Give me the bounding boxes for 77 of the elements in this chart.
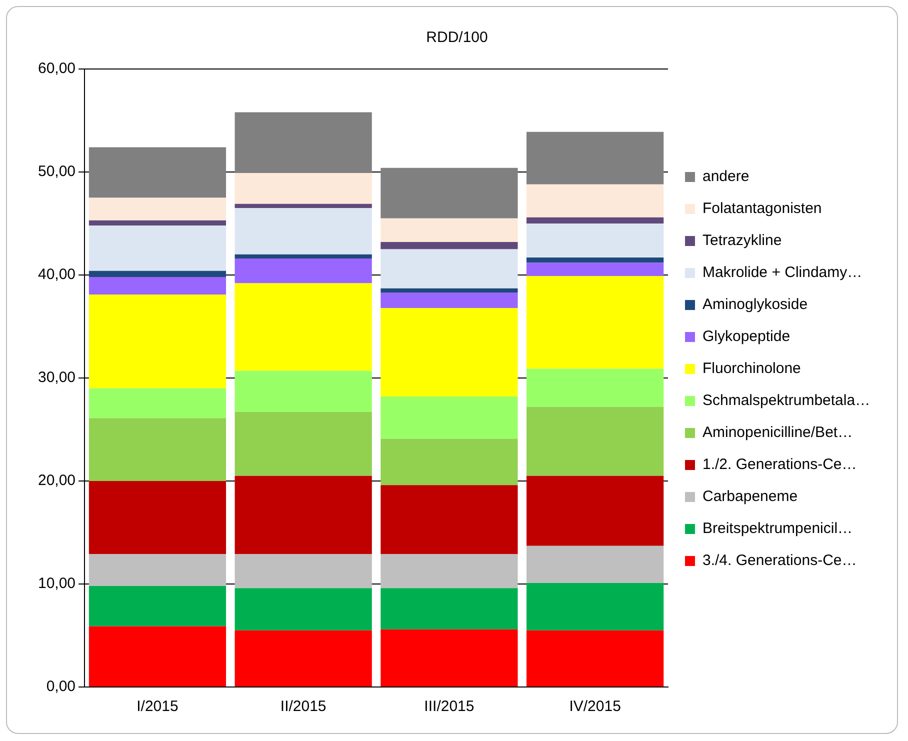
bar [234,283,372,371]
bar [88,388,226,418]
y-tick-label: 30,00 [38,369,76,386]
bar [88,198,226,220]
bar [526,406,664,476]
bar [88,220,226,226]
bar [380,242,518,250]
legend-label: Aminoglykoside [702,296,808,314]
bar [88,481,226,554]
bar [526,630,664,686]
bar [380,554,518,588]
legend-label: Breitspektrumpenicil… [702,520,853,538]
bar [234,173,372,204]
bar [380,485,518,554]
bar [526,368,664,407]
y-tick-label: 10,00 [38,575,76,592]
legend-label: 3./4. Generations-Ce… [702,552,857,570]
bar [88,626,226,686]
y-tick-label: 60,00 [38,60,76,78]
x-tick-label: IV/2015 [569,698,621,716]
bar [380,288,518,293]
bar [380,249,518,288]
legend-label: 1./2. Generations-Ce… [702,456,857,474]
x-tick-label: III/2015 [424,698,474,716]
bar [380,218,518,242]
legend-label: Fluorchinolone [702,360,801,378]
bar [88,270,226,278]
bar [88,277,226,295]
y-tick-label: 20,00 [38,472,76,490]
bar [380,168,518,218]
bar [234,630,372,686]
bar [380,396,518,439]
legend-label: Schmalspektrumbetala… [702,392,870,410]
bar [234,254,372,259]
bar [234,258,372,284]
bar [234,370,372,412]
bar [526,262,664,276]
bar [380,629,518,686]
x-tick-label: I/2015 [136,698,178,716]
y-tick-label: 0,00 [46,678,76,696]
bar [88,554,226,586]
bar [234,554,372,588]
legend-label: Makrolide + Clindamy… [702,264,862,282]
bar [88,147,226,198]
legend-label: andere [702,168,750,186]
bar [526,224,664,258]
bar [526,184,664,218]
bar [88,418,226,481]
bar [88,294,226,388]
bar [526,582,664,630]
bar [88,586,226,626]
bar [380,438,518,486]
y-tick-label: 40,00 [38,266,76,284]
bar [88,226,226,271]
bar [234,112,372,174]
bar [526,476,664,546]
bar [234,412,372,476]
bar [234,476,372,554]
bar [234,204,372,208]
legend-label: Carbapeneme [702,488,798,506]
x-tick-label: II/2015 [280,698,326,716]
bar [526,217,664,224]
bar [380,588,518,630]
bar [234,588,372,630]
legend-label: Aminopenicilline/Bet… [702,424,853,442]
bar [234,208,372,254]
legend-label: Tetrazykline [702,232,782,250]
chart-title: RDD/100 [426,29,488,46]
legend-label: Glykopeptide [702,328,790,346]
legend-label: Folatantagonisten [702,200,822,218]
bar [380,308,518,397]
bar [526,132,664,184]
bar [526,546,664,583]
y-tick-label: 50,00 [38,163,76,180]
bar [380,292,518,308]
bar [526,276,664,369]
bar [526,257,664,263]
